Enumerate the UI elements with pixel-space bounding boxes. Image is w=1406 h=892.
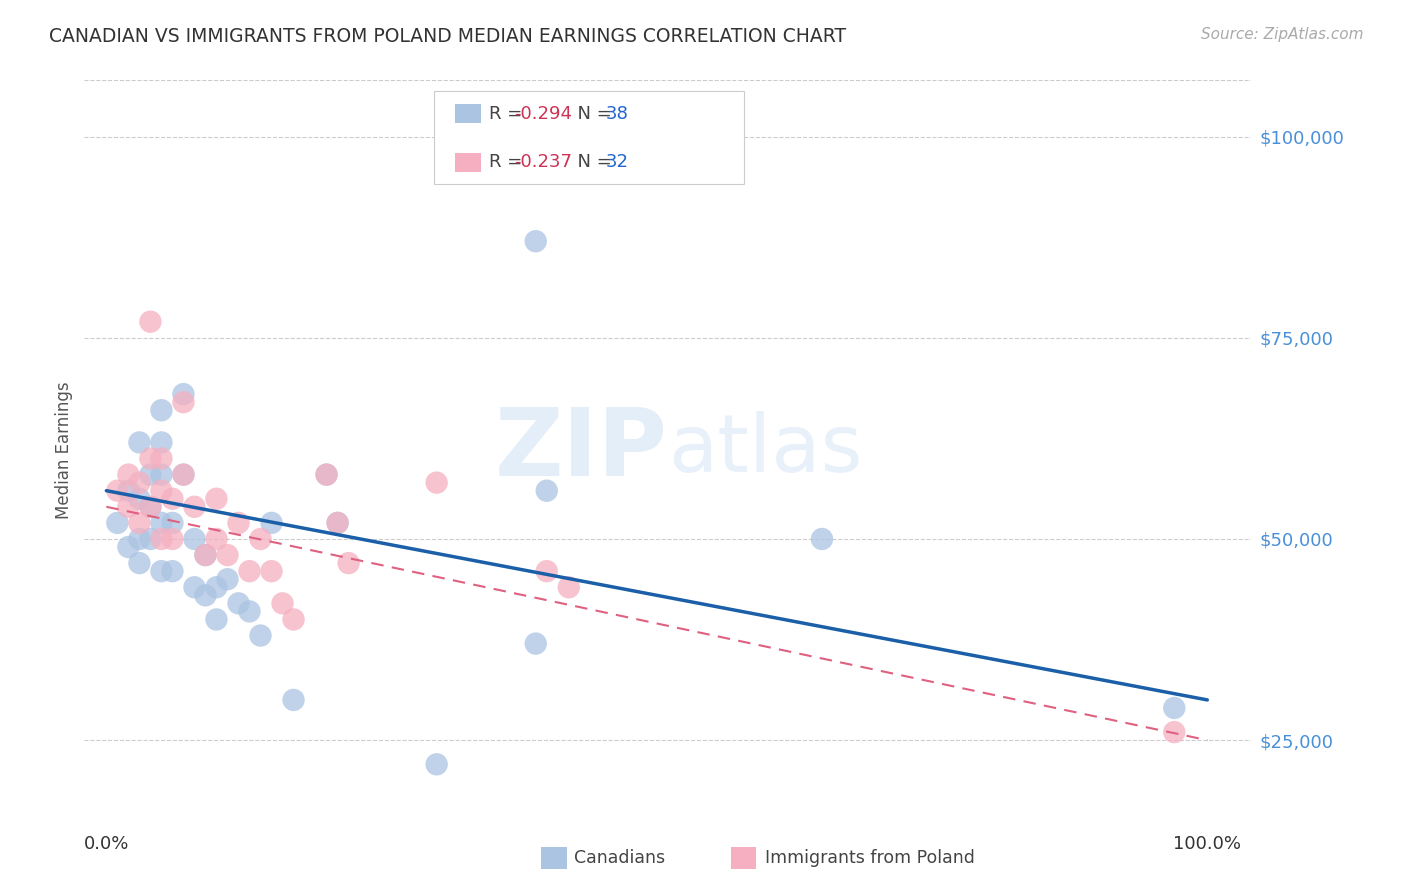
Point bbox=[117, 540, 139, 554]
Point bbox=[128, 556, 150, 570]
Point bbox=[524, 234, 547, 248]
FancyBboxPatch shape bbox=[456, 104, 481, 123]
Point bbox=[558, 580, 581, 594]
Point bbox=[183, 580, 205, 594]
Point bbox=[139, 467, 162, 482]
Point bbox=[117, 483, 139, 498]
Text: N =: N = bbox=[567, 104, 617, 122]
Point bbox=[172, 395, 194, 409]
Point bbox=[194, 548, 217, 562]
Point bbox=[128, 516, 150, 530]
FancyBboxPatch shape bbox=[434, 91, 744, 184]
Point bbox=[172, 467, 194, 482]
Point bbox=[128, 532, 150, 546]
Point bbox=[315, 467, 337, 482]
FancyBboxPatch shape bbox=[456, 153, 481, 172]
Text: N =: N = bbox=[567, 153, 617, 171]
Point bbox=[139, 500, 162, 514]
Point bbox=[205, 532, 228, 546]
Point bbox=[283, 612, 305, 626]
Point bbox=[128, 491, 150, 506]
Y-axis label: Median Earnings: Median Earnings bbox=[55, 382, 73, 519]
Text: 38: 38 bbox=[606, 104, 628, 122]
Point bbox=[260, 564, 283, 578]
Text: CANADIAN VS IMMIGRANTS FROM POLAND MEDIAN EARNINGS CORRELATION CHART: CANADIAN VS IMMIGRANTS FROM POLAND MEDIA… bbox=[49, 27, 846, 45]
Text: Source: ZipAtlas.com: Source: ZipAtlas.com bbox=[1201, 27, 1364, 42]
Point bbox=[162, 491, 184, 506]
Point bbox=[162, 564, 184, 578]
Point bbox=[150, 483, 173, 498]
Point bbox=[139, 315, 162, 329]
Point bbox=[150, 564, 173, 578]
Text: ZIP: ZIP bbox=[495, 404, 668, 497]
Point bbox=[128, 475, 150, 490]
Point bbox=[205, 491, 228, 506]
Point bbox=[1163, 701, 1185, 715]
Point bbox=[238, 564, 260, 578]
Point bbox=[426, 757, 449, 772]
Text: R =: R = bbox=[489, 104, 529, 122]
Point bbox=[326, 516, 349, 530]
Text: -0.294: -0.294 bbox=[513, 104, 572, 122]
Point bbox=[524, 637, 547, 651]
Point bbox=[217, 572, 239, 586]
Point bbox=[150, 435, 173, 450]
Text: Immigrants from Poland: Immigrants from Poland bbox=[765, 849, 974, 867]
Point bbox=[105, 516, 128, 530]
Point bbox=[162, 516, 184, 530]
Point bbox=[228, 596, 250, 610]
Point bbox=[172, 467, 194, 482]
Text: Canadians: Canadians bbox=[574, 849, 665, 867]
Text: 32: 32 bbox=[606, 153, 628, 171]
Point bbox=[117, 467, 139, 482]
Point bbox=[117, 500, 139, 514]
Point bbox=[150, 516, 173, 530]
Point bbox=[283, 693, 305, 707]
Point bbox=[271, 596, 294, 610]
Point bbox=[150, 451, 173, 466]
Point bbox=[238, 604, 260, 618]
Point bbox=[217, 548, 239, 562]
Point bbox=[536, 483, 558, 498]
Point bbox=[260, 516, 283, 530]
Text: R =: R = bbox=[489, 153, 529, 171]
Point bbox=[326, 516, 349, 530]
Point bbox=[172, 387, 194, 401]
Text: atlas: atlas bbox=[668, 411, 862, 490]
Point bbox=[315, 467, 337, 482]
Point bbox=[228, 516, 250, 530]
Point bbox=[139, 451, 162, 466]
Point bbox=[139, 532, 162, 546]
Point bbox=[128, 435, 150, 450]
Point bbox=[150, 532, 173, 546]
Point bbox=[205, 612, 228, 626]
Point bbox=[811, 532, 834, 546]
Point bbox=[194, 588, 217, 602]
Point bbox=[1163, 725, 1185, 739]
Point bbox=[205, 580, 228, 594]
Point bbox=[536, 564, 558, 578]
Point bbox=[183, 500, 205, 514]
Point bbox=[249, 532, 271, 546]
Point bbox=[162, 532, 184, 546]
Point bbox=[105, 483, 128, 498]
Point bbox=[183, 532, 205, 546]
Point bbox=[139, 500, 162, 514]
Point bbox=[426, 475, 449, 490]
Point bbox=[249, 628, 271, 642]
Point bbox=[337, 556, 360, 570]
Point bbox=[150, 467, 173, 482]
Text: -0.237: -0.237 bbox=[513, 153, 572, 171]
Point bbox=[150, 403, 173, 417]
Point bbox=[194, 548, 217, 562]
